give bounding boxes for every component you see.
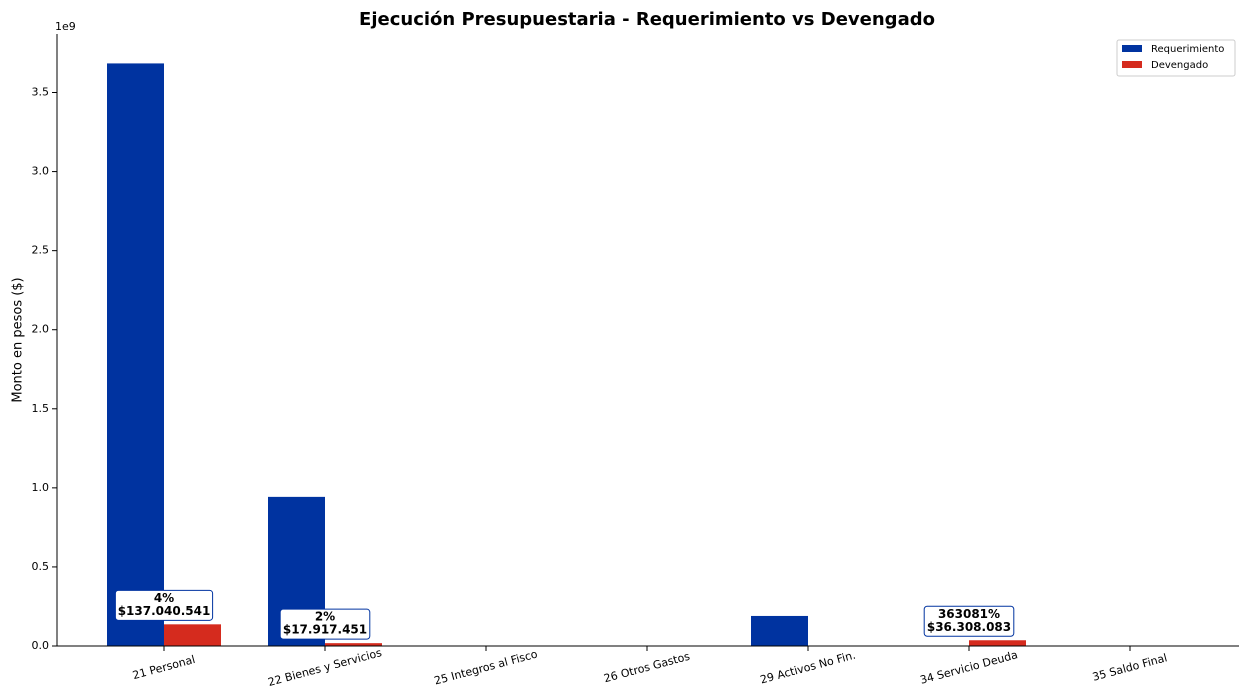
x-tick-label: 34 Servicio Deuda [919, 648, 1020, 687]
offset-label: 1e9 [55, 20, 76, 33]
legend-box [1116, 39, 1236, 77]
x-tick-label: 35 Saldo Final [1091, 651, 1169, 683]
y-tick-label: 1.5 [32, 402, 50, 415]
chart-title: Ejecución Presupuestaria - Requerimiento… [359, 9, 935, 30]
percent-label: 4% [154, 591, 174, 605]
legend-label: Devengado [1151, 60, 1208, 71]
y-axis-label: Monto en pesos ($) [11, 277, 26, 402]
value-label: $36.308.083 [927, 620, 1011, 634]
bar [969, 640, 1026, 646]
percent-label: 2% [315, 610, 335, 624]
y-tick-label: 2.0 [32, 323, 50, 336]
label-box [114, 589, 214, 621]
legend-swatch [1122, 45, 1142, 52]
value-label: $137.040.541 [118, 604, 211, 618]
percent-label: 363081% [938, 607, 1000, 621]
y-tick-label: 0.0 [32, 639, 50, 652]
bar [107, 63, 164, 647]
x-tick-label: 25 Integros al Fisco [433, 647, 539, 687]
legend-label: Requerimiento [1151, 44, 1224, 55]
value-label: $17.917.451 [283, 623, 367, 637]
bar [751, 615, 808, 646]
y-tick-label: 1.0 [32, 481, 50, 494]
x-tick-label: 26 Otros Gastos [602, 650, 691, 686]
label-box [923, 605, 1015, 637]
bar [164, 624, 221, 646]
x-tick-label: 21 Personal [131, 653, 196, 682]
y-tick-label: 3.5 [32, 86, 50, 99]
y-tick-label: 2.5 [32, 244, 50, 257]
bar [325, 643, 382, 646]
x-tick-label: 29 Activos No Fin. [759, 649, 857, 687]
y-tick-label: 3.0 [32, 165, 50, 178]
label-box [279, 608, 371, 640]
y-tick-label: 0.5 [32, 560, 50, 573]
x-tick-label: 22 Bienes y Servicios [267, 646, 384, 689]
legend-swatch [1122, 61, 1142, 68]
